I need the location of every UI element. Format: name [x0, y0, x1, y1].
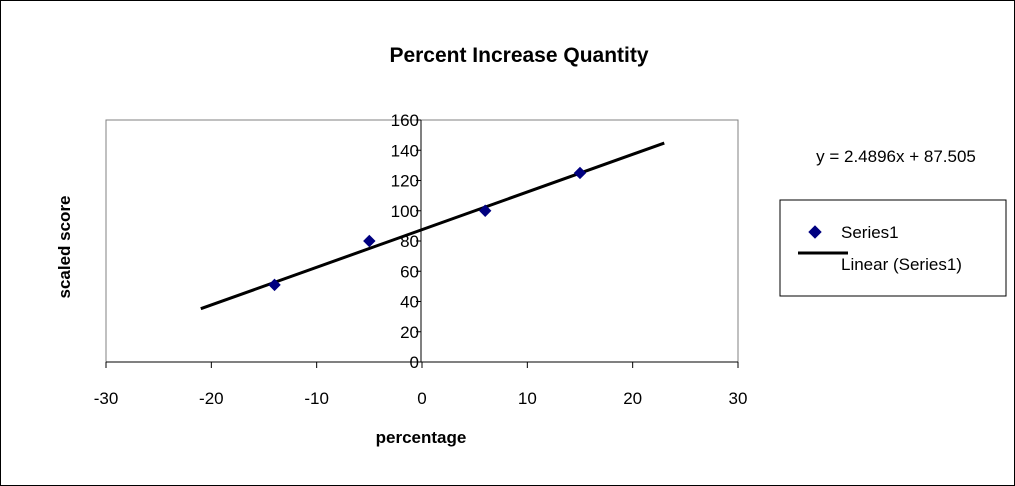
legend: Series1 Linear (Series1) [779, 199, 1007, 297]
x-axis-title: percentage [376, 428, 467, 447]
trendline-layer [200, 141, 665, 311]
data-point [363, 234, 376, 248]
legend-series1-label: Series1 [841, 223, 899, 242]
y-tick-label: 20 [400, 323, 419, 342]
legend-series1-marker [808, 225, 822, 239]
trendline [200, 141, 665, 311]
x-tick-label: 20 [623, 389, 642, 408]
y-tick-label: 40 [400, 293, 419, 312]
x-tick-label: 30 [729, 389, 748, 408]
y-tick-label: 60 [400, 262, 419, 281]
x-axis: -30 -20 -10 0 10 20 30 [94, 361, 748, 408]
data-point [268, 278, 281, 292]
chart-title: Percent Increase Quantity [389, 44, 648, 67]
points-layer [268, 166, 587, 292]
x-tick-label: 0 [417, 389, 426, 408]
legend-box [779, 199, 1007, 297]
data-point [573, 166, 587, 180]
y-tick-label: 100 [391, 202, 419, 221]
y-tick-label: 140 [391, 141, 419, 160]
x-tick-label: -10 [304, 389, 329, 408]
y-tick-label: 160 [391, 111, 419, 130]
x-tick-label: -20 [199, 389, 224, 408]
y-tick-label: 120 [391, 172, 419, 191]
x-tick-label: 10 [518, 389, 537, 408]
y-axis-title: scaled score [55, 195, 74, 298]
legend-trendline-label: Linear (Series1) [841, 255, 962, 274]
trendline-equation: y = 2.4896x + 87.505 [816, 147, 976, 166]
x-tick-label: -30 [94, 389, 119, 408]
data-point [478, 204, 492, 217]
